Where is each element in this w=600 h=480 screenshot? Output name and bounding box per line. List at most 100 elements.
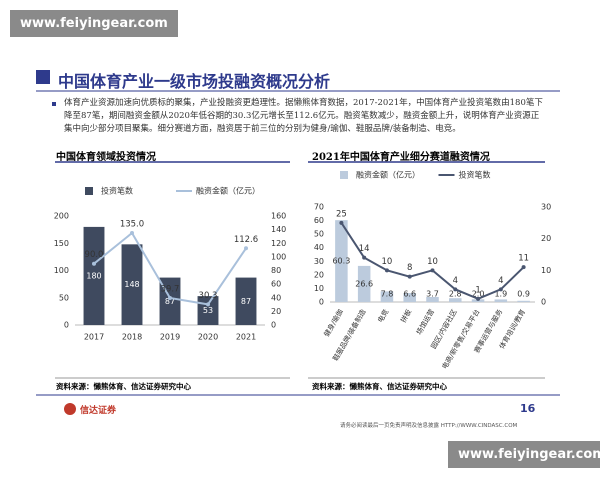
y-tick-label: 70: [314, 203, 324, 212]
bar: [403, 293, 416, 302]
y2-tick-label: 160: [271, 212, 286, 221]
y-tick-label: 50: [314, 230, 324, 239]
y-tick-label: 200: [54, 212, 69, 221]
x-tick-label: 场馆运营: [414, 308, 436, 337]
bar: [426, 296, 439, 302]
data-label: 2.8: [449, 290, 462, 299]
y2-tick-label: 20: [271, 307, 281, 316]
bar: [517, 300, 530, 302]
bar: [83, 226, 105, 325]
data-label: 10: [427, 257, 438, 267]
point: [92, 261, 96, 266]
bar: [121, 244, 143, 325]
data-label: 14: [359, 244, 370, 254]
y2-tick-label: 60: [271, 280, 281, 289]
y2-tick-label: 0: [271, 321, 276, 330]
point: [339, 220, 344, 225]
watermark: www.feiyingear.com: [448, 441, 600, 468]
data-label: 60.3: [332, 257, 350, 266]
data-label: 1: [475, 285, 480, 295]
data-label: 26.6: [355, 279, 373, 288]
x-tick-label: 2021: [236, 333, 256, 342]
bar: [357, 265, 371, 302]
bar: [380, 291, 394, 302]
data-label: 30.3: [199, 291, 218, 301]
y2-tick-label: 20: [541, 234, 551, 243]
bar: [494, 299, 508, 302]
data-label: 4: [498, 276, 503, 286]
source: 资料来源：懒熊体育、信达证券研究中心: [312, 382, 447, 391]
y-tick-label: 0: [319, 298, 324, 307]
point: [362, 255, 367, 260]
y-tick-label: 100: [54, 266, 69, 275]
y-tick-label: 0: [64, 321, 69, 330]
logo: 信达证券: [80, 406, 117, 416]
data-label: 2.0: [472, 290, 485, 299]
point: [384, 268, 389, 273]
y-tick-label: 50: [59, 293, 69, 302]
point: [407, 274, 412, 279]
data-label: 135.0: [120, 220, 144, 230]
x-tick-label: 2017: [84, 333, 104, 342]
title-mark: [36, 70, 50, 84]
x-tick-label: 电竞: [376, 308, 391, 325]
data-label: 148: [124, 280, 139, 289]
point: [130, 231, 134, 236]
disclaimer: 请务必阅读最后一页免责声明及信息披露 HTTP://WWW.CINDASC.CO…: [340, 423, 518, 429]
data-label: 87: [241, 297, 251, 306]
legend-label: 融资金额（亿元）: [196, 186, 260, 196]
y-tick-label: 20: [314, 270, 324, 279]
data-label: 0.9: [517, 290, 530, 299]
point: [521, 265, 526, 270]
point: [476, 296, 481, 301]
y2-tick-label: 40: [271, 293, 281, 302]
paragraph: 体育产业资源加速向优质标的聚集，产业投融资更趋理性。据懒熊体育数据，2017-2…: [64, 98, 543, 134]
legend-label: 融资金额（亿元）: [356, 170, 420, 180]
chart-title: 中国体育领域投资情况: [56, 152, 156, 163]
data-label: 1.9: [494, 290, 507, 299]
data-label: 7.8: [381, 290, 394, 299]
y-tick-label: 40: [314, 243, 324, 252]
y-tick-label: 10: [314, 284, 324, 293]
data-label: 90.0: [85, 250, 104, 260]
data-label: 10: [382, 257, 393, 267]
y2-tick-label: 140: [271, 225, 286, 234]
bar: [449, 298, 462, 302]
bar: [235, 277, 257, 325]
y2-tick-label: 80: [271, 266, 281, 275]
point: [453, 287, 458, 292]
legend-swatch: [340, 171, 348, 179]
legend-label: 投资笔数: [101, 186, 133, 196]
legend-label: 投资笔数: [459, 170, 491, 180]
data-label: 8: [407, 263, 412, 273]
data-label: 4: [453, 276, 458, 286]
source: 资料来源：懒熊体育、信达证券研究中心: [56, 382, 191, 391]
y2-tick-label: 100: [271, 252, 286, 261]
x-tick-label: 2020: [198, 333, 218, 342]
y-tick-label: 60: [314, 216, 324, 225]
data-label: 11: [518, 254, 529, 264]
y-tick-label: 30: [314, 257, 324, 266]
point: [430, 268, 435, 273]
point: [498, 287, 503, 292]
x-tick-label: 健身/瑜伽: [322, 308, 345, 339]
x-tick-label: 拼板: [398, 308, 413, 325]
y2-tick-label: 10: [541, 266, 551, 275]
x-tick-label: 2019: [160, 333, 180, 342]
data-label: 112.6: [234, 235, 258, 245]
data-label: 180: [86, 271, 101, 280]
y2-tick-label: 30: [541, 203, 551, 212]
bullet: [52, 102, 56, 106]
y-tick-label: 150: [54, 239, 69, 248]
page-number: 16: [520, 402, 536, 415]
point: [244, 246, 248, 251]
data-label: 25: [336, 209, 347, 219]
data-label: 87: [165, 297, 175, 306]
point: [206, 302, 210, 307]
data-label: 6.6: [403, 290, 416, 299]
data-label: 53: [203, 306, 213, 315]
watermark: www.feiyingear.com: [10, 10, 178, 37]
data-label: 39.7: [161, 284, 180, 294]
